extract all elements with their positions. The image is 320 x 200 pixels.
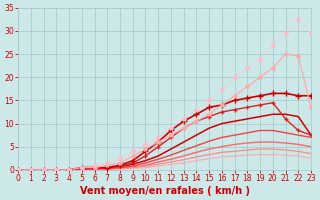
X-axis label: Vent moyen/en rafales ( km/h ): Vent moyen/en rafales ( km/h ) bbox=[80, 186, 250, 196]
